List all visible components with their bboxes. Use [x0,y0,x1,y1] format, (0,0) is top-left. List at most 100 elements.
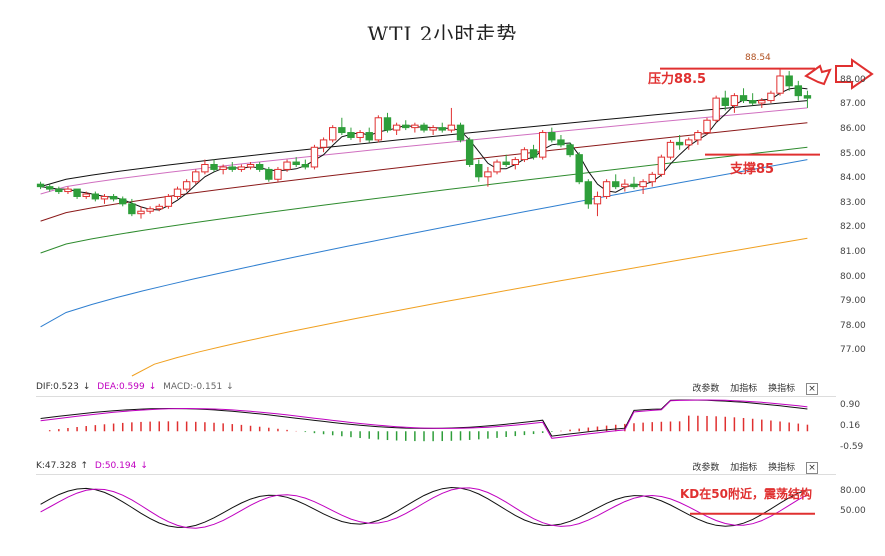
kd-d-value: D:50.194 [94,461,137,471]
candle-body [383,117,392,131]
price-axis-tick: 83.00 [840,197,866,208]
candle-body [621,183,629,188]
candle-body [64,188,72,193]
macd-dea-line [40,399,808,439]
candle-body [374,117,383,141]
candle-body [602,181,611,197]
kd-switch-indicator-button[interactable]: 换指标 [768,463,796,473]
support-label: 支撑85 [730,162,775,177]
candle-body [173,188,182,197]
candle-body [310,146,319,168]
candle-body [584,181,593,205]
ma-line-ma_green [40,146,808,254]
candle-body [511,159,519,166]
macd-add-indicator-button[interactable]: 加指标 [730,384,758,394]
price-axis-tick: 86.00 [840,124,866,135]
kd-close-icon[interactable]: × [806,462,818,474]
candle-body [758,100,766,104]
candle-body [45,186,54,190]
candle-body [100,195,109,200]
macd-value: MACD:-0.151 [163,382,223,392]
candle-body [675,141,684,146]
candle-body [392,124,401,131]
candle-body [237,166,246,170]
candle-body [301,164,310,168]
macd-close-icon[interactable]: × [806,383,818,395]
candle-body [91,193,100,200]
price-panel [36,40,836,378]
candle-body [164,195,173,207]
kd-params-button[interactable]: 改参数 [692,463,720,473]
candle-body [319,139,328,148]
ma-line-ma_blue [40,159,808,328]
ma-line-ma_pink [40,107,808,195]
candle-body [548,132,556,141]
kd-add-indicator-button[interactable]: 加指标 [730,463,758,473]
candle-body [456,124,465,141]
candle-body [274,168,282,180]
candle-body [767,92,775,102]
candle-body [803,95,812,99]
macd-params-button[interactable]: 改参数 [692,384,720,394]
candle-body [685,139,693,146]
price-axis-tick: 79.00 [840,296,866,307]
high-price-label: 88.54 [745,53,771,63]
candle-body [575,154,583,183]
macd-axis-tick: -0.59 [840,442,864,453]
candle-body [182,181,191,190]
candle-body [739,95,748,102]
ma-line-close [40,87,808,211]
candle-body [502,161,510,166]
candle-body [255,164,264,170]
price-axis-tick: 82.00 [840,222,866,233]
kd-k-value: K:47.328 [36,461,77,471]
price-axis-tick: 81.00 [840,247,866,258]
kd-axis-tick: 50.00 [840,505,866,516]
kd-d-line [40,487,808,529]
candle-body [438,127,446,131]
candle-body [520,149,529,161]
candle-body [484,171,492,178]
candle-body [475,164,483,178]
kd-panel [36,474,836,535]
candle-body [593,195,602,205]
candle-body [146,208,154,212]
candle-body [794,85,803,97]
candle-body [694,132,702,141]
candle-body [265,168,273,180]
candle-body [402,124,410,129]
price-axis-tick: 84.00 [840,173,866,184]
candle-body [155,205,163,210]
candle-body [712,97,720,121]
kd-axis-tick: 80.00 [840,485,866,496]
macd-panel [36,396,836,457]
price-axis-tick: 78.00 [840,320,866,331]
candle-body [283,161,291,170]
price-axis-tick: 77.00 [840,345,866,356]
candle-body [192,171,200,183]
candle-body [73,188,81,197]
candle-body [338,127,346,134]
candle-body [137,210,145,215]
candle-body [55,188,63,193]
price-axis-tick: 87.00 [840,99,866,110]
candle-body [703,119,711,134]
up-arrow-icon [804,64,832,86]
macd-switch-indicator-button[interactable]: 换指标 [768,384,796,394]
candle-body [630,183,638,188]
candle-body [201,164,209,173]
candle-body [730,95,739,106]
candle-body [219,166,227,170]
candle-body [557,139,565,146]
candle-body [36,183,45,188]
candle-body [420,124,428,131]
candle-body [119,198,127,205]
macd-dif-line [40,399,808,437]
candle-body [639,181,647,188]
macd-dif-value: DIF:0.523 [36,382,79,392]
price-axis-tick: 85.00 [840,148,866,159]
ma-line-ma_fast [40,100,808,188]
candle-body [329,127,337,141]
kd-header: K:47.328 ↑ D:50.194 ↓ 改参数 加指标 换指标 × [0,459,836,475]
